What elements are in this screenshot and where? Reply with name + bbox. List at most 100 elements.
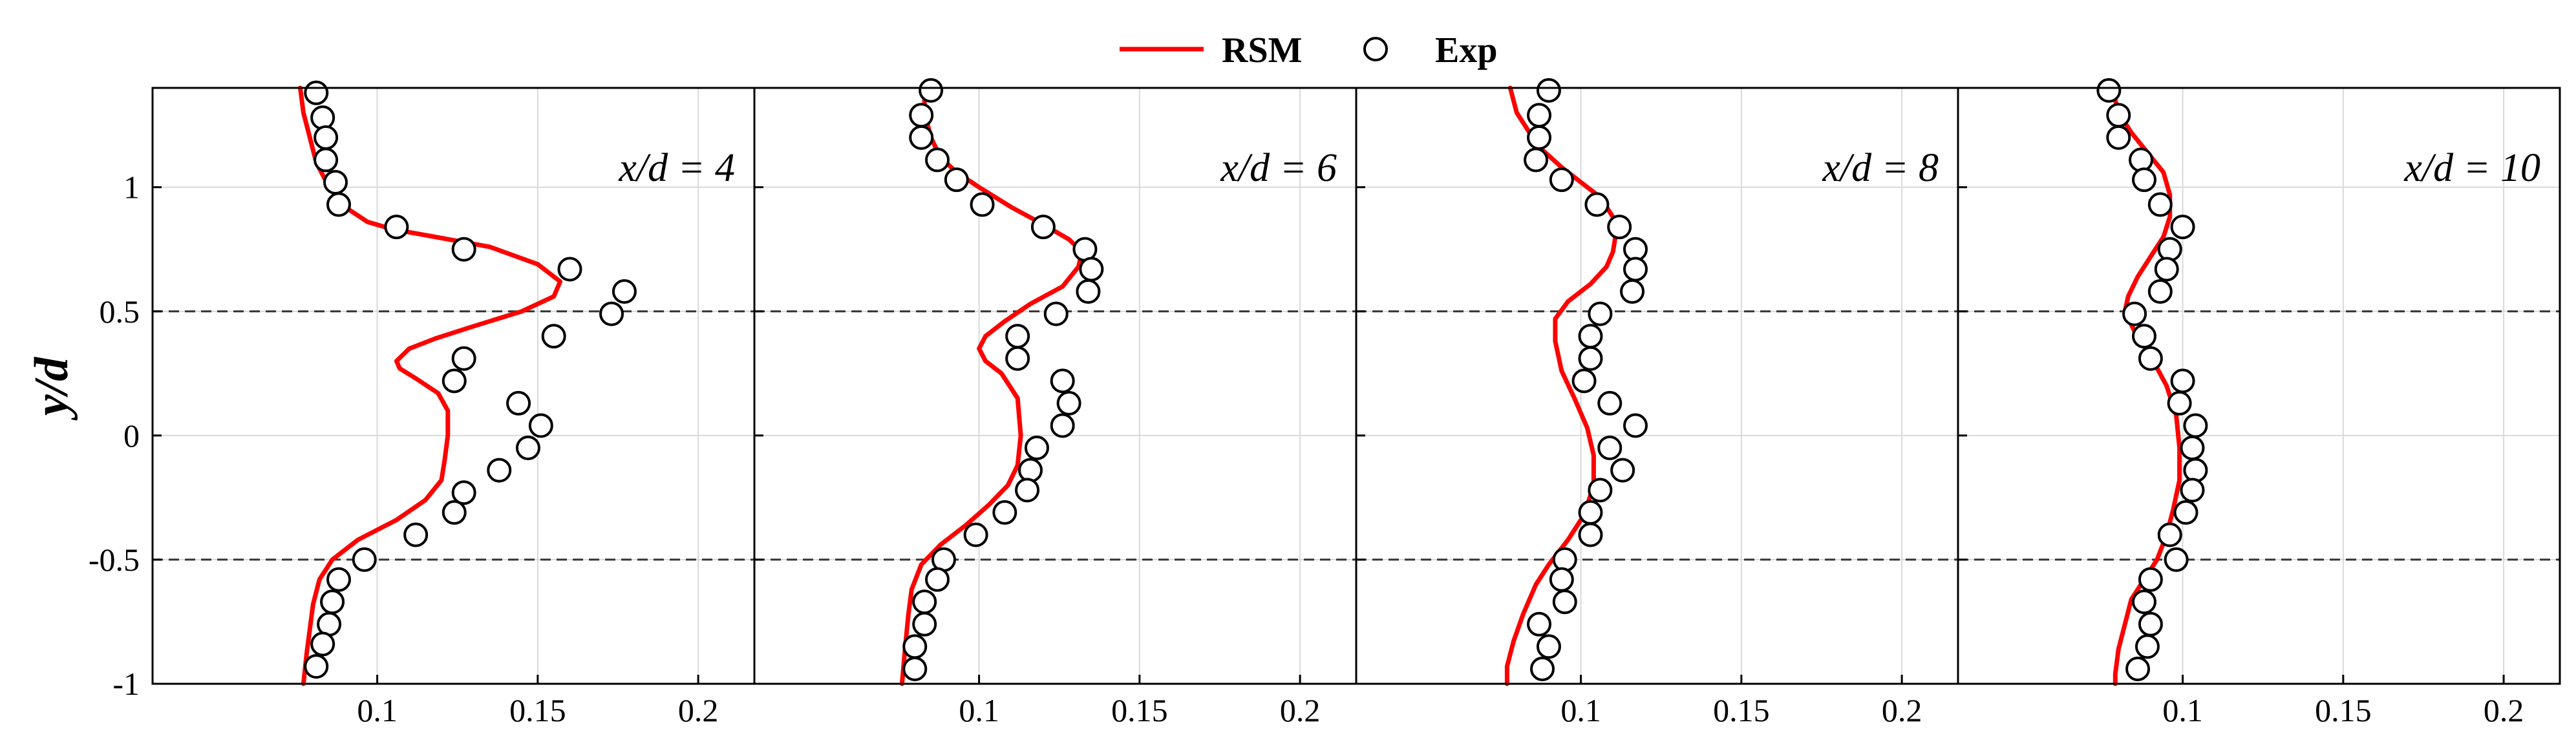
exp-point (310, 631, 335, 657)
y-tick-label: 1 (123, 169, 140, 206)
exp-point (2183, 458, 2208, 483)
exp-point (1050, 413, 1075, 438)
exp-point (902, 656, 928, 681)
exp-point (323, 169, 348, 195)
exp-point (925, 147, 950, 173)
exp-point (2147, 192, 2173, 217)
exp-point (2106, 125, 2131, 150)
exp-point (2125, 656, 2151, 681)
exp-point (1623, 257, 1648, 282)
exp-point (1578, 324, 1603, 349)
panel-frame (1957, 87, 2561, 685)
exp-point (2131, 324, 2156, 349)
y-tick-label: 0 (123, 418, 140, 454)
exp-point (1588, 478, 1613, 503)
panels: 0.1 0.15 0.2 x/d = 4 1 0.5 0 -0.5 -1 0.1 0.15 0.2 x/… (89, 78, 2561, 728)
exp-point (528, 413, 553, 438)
exp-point (487, 458, 512, 483)
exp-point (1578, 346, 1603, 371)
panel-4: 0.1 0.15 0.2 x/d = 10 (1957, 78, 2561, 728)
exp-point (310, 105, 335, 131)
exp-point (326, 192, 351, 217)
exp-point (1552, 589, 1577, 615)
exp-point (2167, 390, 2192, 416)
x-tick-label: 0.2 (1280, 692, 1321, 728)
exp-point (2131, 167, 2156, 193)
exp-point (1527, 611, 1552, 637)
x-tick-label: 0.2 (678, 692, 719, 728)
exp-point (515, 436, 540, 461)
panel-1: 0.1 0.15 0.2 x/d = 4 1 0.5 0 -0.5 -1 (89, 80, 756, 728)
exp-point (1578, 522, 1603, 547)
exp-point (912, 589, 937, 615)
exp-point (541, 324, 566, 349)
exp-point (1597, 390, 1623, 416)
exp-point (442, 368, 467, 394)
exp-point (1005, 346, 1030, 371)
rsm-line (899, 85, 1084, 686)
x-tick-label: 0.2 (2484, 692, 2524, 728)
exp-point (557, 257, 582, 282)
exp-point (992, 500, 1017, 525)
y-tick-label: 0.5 (100, 293, 140, 330)
exp-point (1552, 547, 1577, 572)
exp-point (1597, 436, 1623, 461)
exp-point (2134, 634, 2160, 659)
exp-point (1527, 103, 1552, 128)
exp-point (1030, 215, 1056, 240)
exp-point (919, 78, 944, 103)
exp-point (2183, 413, 2208, 438)
exp-point (1015, 478, 1040, 503)
exp-point (909, 125, 934, 150)
x-tick-label: 0.15 (1111, 692, 1168, 728)
legend-exp-label: Exp (1435, 30, 1498, 70)
exp-point (442, 500, 467, 525)
exp-point (902, 634, 928, 659)
exp-point (2147, 279, 2173, 304)
exp-point (1536, 78, 1561, 103)
legend-rsm-label: RSM (1222, 30, 1302, 70)
exp-point (2170, 215, 2195, 240)
exp-point (1529, 656, 1555, 681)
exp-point (1056, 390, 1081, 416)
exp-point (1024, 436, 1049, 461)
exp-point (2170, 368, 2195, 394)
exp-point (970, 192, 995, 217)
exp-point (599, 301, 624, 326)
panel-label: x/d = 6 (1220, 146, 1337, 190)
exp-point (352, 547, 377, 572)
x-tick-label: 0.1 (1560, 692, 1601, 728)
exp-point (1549, 167, 1574, 193)
exp-point (1536, 634, 1561, 659)
x-tick-label: 0.1 (357, 692, 398, 728)
exp-point (1005, 324, 1030, 349)
panel-2: 0.1 0.15 0.2 x/d = 6 (753, 78, 1357, 728)
exp-point (451, 346, 476, 371)
exp-point (2157, 237, 2182, 262)
panel-label: x/d = 4 (618, 146, 735, 190)
x-tick-label: 0.15 (2315, 692, 2372, 728)
x-tick-label: 0.15 (509, 692, 566, 728)
y-axis-label: y/d (25, 357, 78, 421)
exp-point (1549, 567, 1574, 592)
exp-point (1050, 368, 1075, 394)
rsm-line (297, 85, 563, 686)
exp-point (1527, 125, 1552, 150)
exp-point (2173, 500, 2198, 525)
exp-point (2096, 78, 2122, 103)
exp-point (1018, 458, 1043, 483)
exp-point (1584, 192, 1610, 217)
panel-label: x/d = 10 (2403, 146, 2540, 190)
panel-3: 0.1 0.15 0.2 x/d = 8 (1355, 78, 1959, 728)
exp-point (1578, 500, 1603, 525)
exp-point (2157, 522, 2182, 547)
exp-point (909, 103, 934, 128)
exp-point (2138, 346, 2163, 371)
panel-label: x/d = 8 (1822, 146, 1939, 190)
exp-point (2138, 611, 2163, 637)
exp-point (1623, 413, 1648, 438)
exp-point (1524, 147, 1549, 173)
exp-point (1610, 458, 1635, 483)
exp-point (384, 215, 409, 240)
exp-point (2180, 478, 2205, 503)
